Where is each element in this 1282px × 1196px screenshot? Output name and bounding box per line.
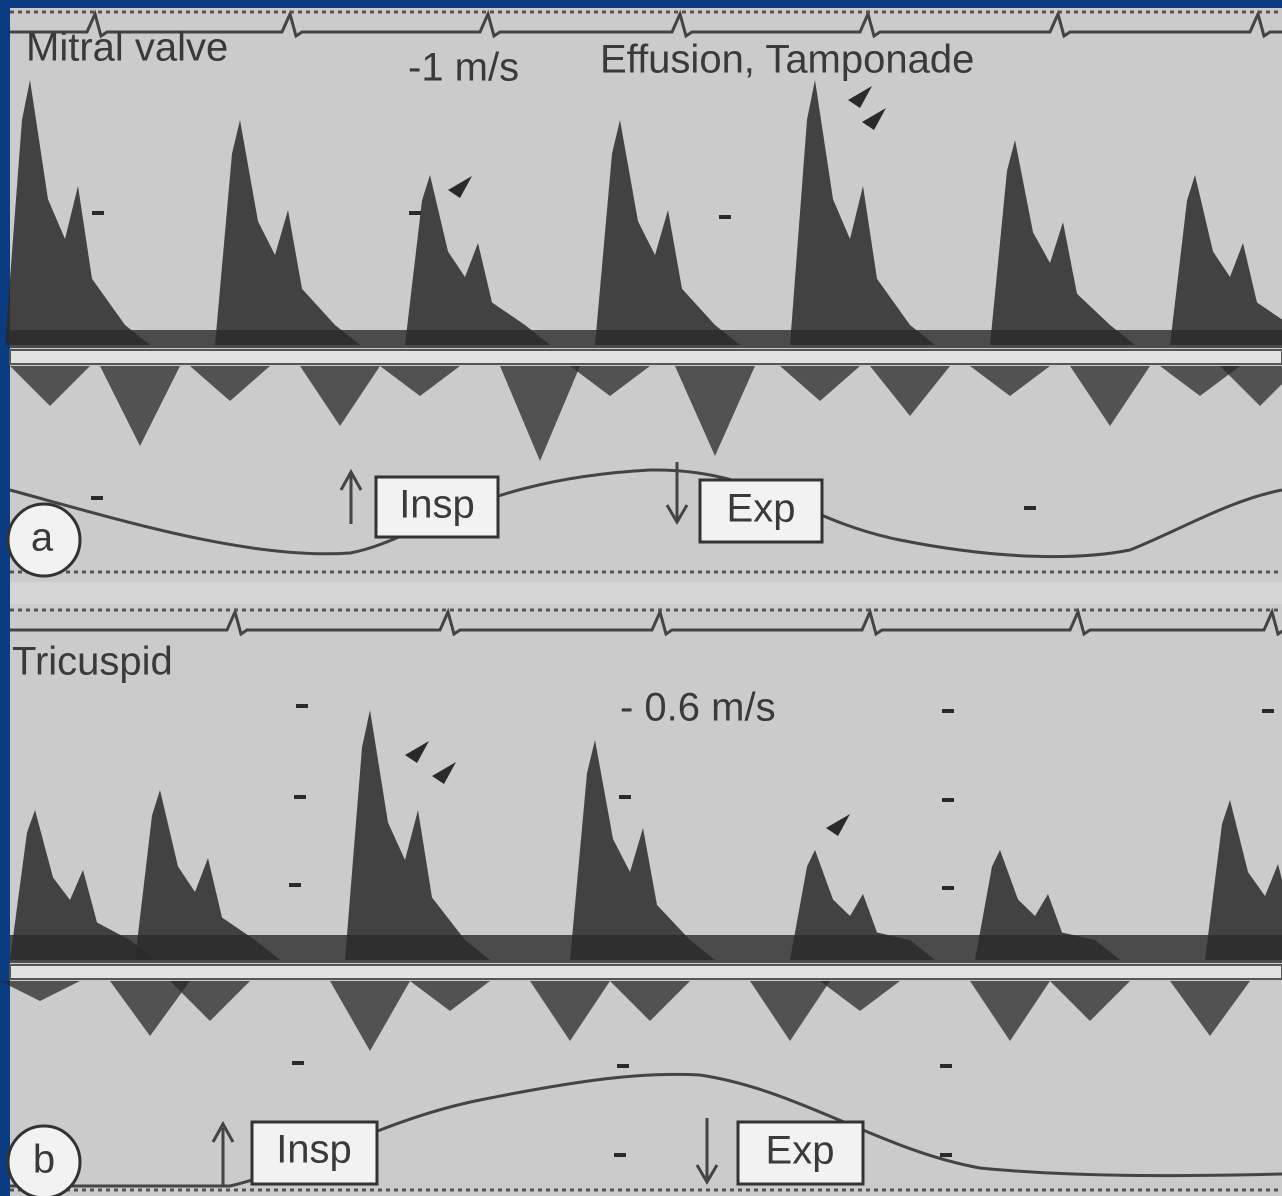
flow-envelope bbox=[570, 740, 715, 960]
flow-envelope bbox=[345, 710, 490, 960]
baseline-band bbox=[9, 964, 1282, 980]
scale-mark bbox=[619, 795, 631, 799]
scale-mark bbox=[617, 1064, 629, 1068]
flow-envelope bbox=[790, 80, 935, 345]
flow-envelope bbox=[1205, 800, 1282, 960]
flow-envelope bbox=[135, 790, 280, 960]
panel-label: b bbox=[33, 1138, 55, 1182]
respiration-curve bbox=[9, 468, 1282, 559]
insp-box bbox=[250, 1120, 379, 1186]
exp-label: Exp bbox=[766, 1129, 835, 1173]
scale-mark bbox=[719, 215, 731, 219]
reverse-flow bbox=[1160, 366, 1240, 396]
scale-label: -1 m/s bbox=[408, 46, 519, 90]
reverse-flow bbox=[100, 366, 180, 446]
scale-mark bbox=[294, 795, 306, 799]
flow-envelope bbox=[990, 140, 1135, 345]
flow-envelope bbox=[1170, 175, 1282, 345]
reverse-flow bbox=[675, 366, 755, 456]
scale-mark bbox=[1262, 709, 1274, 713]
reverse-flow bbox=[1070, 366, 1150, 426]
reverse-flow bbox=[570, 366, 650, 396]
reverse-flow bbox=[410, 981, 490, 1011]
reverse-flow bbox=[110, 981, 190, 1036]
scale-mark bbox=[940, 1153, 952, 1157]
reverse-flow bbox=[1220, 366, 1282, 406]
reverse-flow bbox=[1050, 981, 1130, 1021]
scale-mark bbox=[1024, 506, 1036, 510]
reverse-flow bbox=[380, 366, 460, 396]
exp-arrow bbox=[665, 462, 689, 525]
scale-label: - 0.6 m/s bbox=[620, 686, 776, 730]
arrowhead bbox=[848, 86, 872, 108]
exp-box bbox=[698, 478, 824, 544]
reverse-flow bbox=[970, 981, 1050, 1041]
reverse-flow bbox=[300, 366, 380, 426]
arrowhead bbox=[862, 108, 886, 130]
scale-mark bbox=[942, 886, 954, 890]
scale-mark bbox=[92, 211, 104, 215]
panel-title: Tricuspid bbox=[12, 640, 173, 684]
insp-arrow bbox=[339, 468, 363, 524]
reverse-flow bbox=[750, 981, 830, 1041]
condition-label: Effusion, Tamponade bbox=[600, 38, 974, 82]
scale-mark bbox=[942, 798, 954, 802]
panel-gap bbox=[10, 582, 1282, 604]
baseline-band bbox=[9, 349, 1282, 365]
flow-envelope bbox=[5, 80, 150, 345]
exp-label: Exp bbox=[727, 487, 796, 531]
reverse-flow bbox=[780, 366, 860, 401]
ecg-trace bbox=[10, 607, 1282, 637]
insp-label: Insp bbox=[399, 483, 475, 527]
reverse-flow bbox=[530, 981, 610, 1041]
flow-envelope bbox=[975, 850, 1120, 960]
reverse-flow bbox=[870, 366, 950, 416]
scale-mark bbox=[940, 1064, 952, 1068]
exp-arrow bbox=[695, 1118, 719, 1185]
arrowhead bbox=[826, 814, 850, 836]
reverse-flow bbox=[970, 366, 1050, 396]
reverse-flow bbox=[820, 981, 900, 1011]
flow-envelope bbox=[10, 810, 155, 960]
panel-label: a bbox=[31, 516, 54, 560]
flow-envelope bbox=[215, 120, 360, 345]
reverse-flow bbox=[1170, 981, 1250, 1036]
insp-label: Insp bbox=[276, 1128, 352, 1172]
reverse-flow bbox=[500, 366, 580, 461]
arrowhead bbox=[432, 762, 456, 784]
flow-envelope bbox=[790, 850, 935, 960]
insp-box bbox=[374, 475, 500, 539]
arrowhead bbox=[405, 741, 429, 763]
scale-mark bbox=[292, 1061, 304, 1065]
flow-envelope bbox=[595, 120, 740, 345]
insp-arrow bbox=[211, 1120, 235, 1186]
reverse-flow bbox=[610, 981, 690, 1021]
doppler-traces bbox=[0, 9, 1282, 1157]
arrowhead bbox=[448, 176, 472, 198]
scale-mark bbox=[942, 709, 954, 713]
reverse-flow bbox=[190, 366, 270, 401]
exp-box bbox=[736, 1120, 865, 1186]
reverse-flow bbox=[170, 981, 250, 1021]
flow-envelope bbox=[405, 175, 550, 345]
scale-mark bbox=[296, 704, 308, 708]
reverse-flow bbox=[10, 366, 90, 406]
flow-baseline bbox=[10, 935, 1282, 963]
panel-title: Mitral valve bbox=[26, 26, 228, 70]
flow-baseline bbox=[10, 330, 1282, 348]
scale-mark bbox=[91, 496, 103, 500]
scale-mark bbox=[409, 211, 421, 215]
scale-mark bbox=[289, 883, 301, 887]
scale-mark bbox=[614, 1153, 626, 1157]
ecg-trace bbox=[10, 9, 1282, 39]
respiration-curve bbox=[10, 1072, 1282, 1188]
reverse-flow bbox=[0, 981, 80, 1001]
panel-circle bbox=[6, 502, 82, 578]
reverse-flow bbox=[330, 981, 410, 1051]
panel-circle bbox=[6, 1124, 82, 1196]
